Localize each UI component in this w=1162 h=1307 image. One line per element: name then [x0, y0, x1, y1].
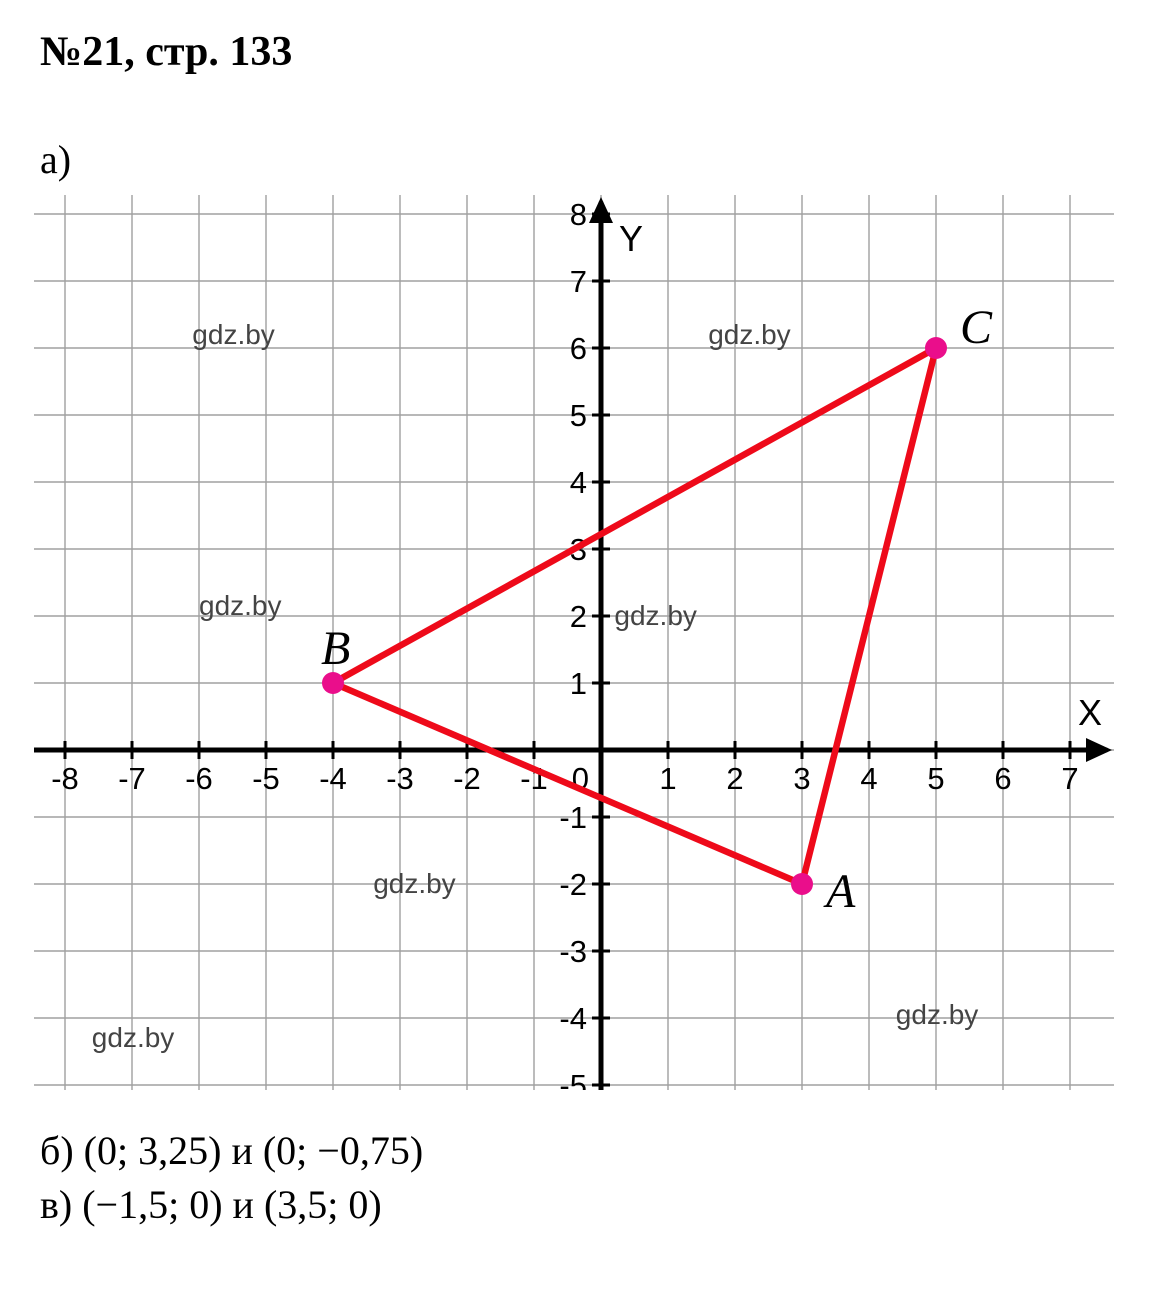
coordinate-chart: -8-7-6-5-4-3-2-101234567-5-4-3-2-1123456…: [34, 195, 1114, 1090]
svg-text:4: 4: [570, 465, 587, 500]
svg-text:-1: -1: [559, 800, 587, 835]
vertex-label-b: B: [321, 621, 350, 676]
svg-text:-6: -6: [185, 761, 213, 796]
svg-text:5: 5: [570, 398, 587, 433]
part-c-mid: и: [223, 1182, 264, 1227]
axis-label-y: Y: [619, 218, 643, 260]
part-c-p1: (−1,5; 0): [82, 1182, 222, 1227]
part-b-p1: (0; 3,25): [84, 1128, 222, 1173]
svg-text:-2: -2: [453, 761, 481, 796]
answers-block: б) (0; 3,25) и (0; −0,75) в) (−1,5; 0) и…: [40, 1124, 1122, 1232]
svg-text:2: 2: [570, 599, 587, 634]
svg-text:-5: -5: [252, 761, 280, 796]
page-title: №21, стр. 133: [40, 28, 1122, 76]
svg-text:-3: -3: [386, 761, 414, 796]
svg-text:-8: -8: [51, 761, 79, 796]
chart-container: -8-7-6-5-4-3-2-101234567-5-4-3-2-1123456…: [34, 195, 1114, 1090]
svg-text:-2: -2: [559, 867, 587, 902]
svg-text:-4: -4: [559, 1001, 587, 1036]
svg-text:3: 3: [793, 761, 810, 796]
page-root: №21, стр. 133 а) -8-7-6-5-4-3-2-10123456…: [0, 0, 1162, 1272]
part-c-prefix: в): [40, 1182, 82, 1227]
svg-text:-4: -4: [319, 761, 347, 796]
part-b-row: б) (0; 3,25) и (0; −0,75): [40, 1124, 1122, 1178]
svg-text:8: 8: [570, 197, 587, 232]
svg-text:6: 6: [570, 331, 587, 366]
svg-text:6: 6: [994, 761, 1011, 796]
svg-text:-7: -7: [118, 761, 146, 796]
svg-text:-5: -5: [559, 1068, 587, 1090]
part-a-label: а): [40, 136, 1122, 183]
svg-text:2: 2: [726, 761, 743, 796]
part-c-row: в) (−1,5; 0) и (3,5; 0): [40, 1178, 1122, 1232]
part-b-prefix: б): [40, 1128, 84, 1173]
svg-text:7: 7: [1061, 761, 1078, 796]
svg-text:7: 7: [570, 264, 587, 299]
part-b-mid: и: [221, 1128, 262, 1173]
svg-text:4: 4: [860, 761, 877, 796]
vertex-label-a: A: [826, 864, 855, 919]
vertex-label-c: C: [960, 300, 992, 355]
part-c-p2: (3,5; 0): [264, 1182, 382, 1227]
axis-label-x: X: [1078, 692, 1102, 734]
svg-text:-3: -3: [559, 934, 587, 969]
part-b-p2: (0; −0,75): [263, 1128, 423, 1173]
svg-text:1: 1: [570, 666, 587, 701]
svg-text:1: 1: [659, 761, 676, 796]
svg-text:5: 5: [927, 761, 944, 796]
